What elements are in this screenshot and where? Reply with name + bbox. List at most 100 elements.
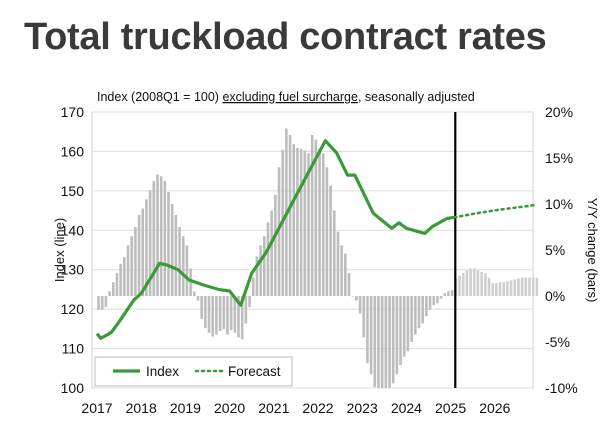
yoy-bar	[145, 199, 148, 296]
yoy-bar	[332, 210, 336, 296]
yoy-bar	[421, 296, 424, 324]
yoy-bar	[229, 296, 233, 331]
yoy-bar	[196, 296, 200, 301]
yoy-bar	[303, 150, 307, 296]
yoy-bar	[395, 296, 399, 375]
yoy-bar	[296, 147, 299, 296]
yoy-bar	[469, 268, 472, 296]
right-tick-label: 20%	[545, 104, 573, 120]
yoy-bar	[299, 148, 303, 296]
yoy-bar	[340, 245, 343, 296]
chart-subtitle: Index (2008Q1 = 100) excluding fuel surc…	[97, 90, 475, 104]
yoy-bar	[207, 296, 211, 333]
legend-index-label: Index	[146, 364, 179, 379]
yoy-bar	[414, 296, 417, 335]
yoy-bar	[262, 236, 266, 296]
x-tick-label: 2024	[391, 400, 422, 416]
yoy-bar	[255, 256, 259, 296]
right-tick-label: -10%	[545, 380, 578, 396]
yoy-bar	[170, 204, 174, 296]
right-tick-label: 15%	[545, 150, 573, 166]
yoy-bar	[439, 296, 443, 299]
yoy-bar	[528, 277, 531, 296]
yoy-bar	[366, 296, 369, 364]
yoy-bar	[344, 253, 347, 296]
yoy-bar	[487, 277, 491, 296]
legend: Index Forecast	[94, 356, 293, 387]
yoy-bar	[211, 296, 215, 337]
yoy-bar	[277, 167, 281, 296]
yoy-bar	[318, 148, 321, 296]
yoy-bar	[509, 280, 513, 296]
yoy-bar	[432, 296, 436, 306]
yoy-bar	[373, 296, 377, 388]
left-axis-label: Index (line)	[52, 218, 67, 282]
yoy-bar	[314, 139, 318, 296]
yoy-bar	[388, 296, 391, 388]
yoy-bar	[513, 279, 517, 296]
yoy-bar	[156, 174, 159, 296]
yoy-bar	[458, 275, 461, 296]
x-tick-label: 2023	[347, 400, 378, 416]
yoy-bar	[178, 227, 181, 296]
yoy-bar	[436, 296, 439, 304]
yoy-bar	[355, 296, 358, 301]
yoy-bar	[358, 296, 362, 314]
chart-title: Total truckload contract rates	[24, 16, 547, 58]
yoy-bar	[134, 227, 137, 296]
yoy-bar	[266, 222, 270, 296]
yoy-bar	[399, 296, 402, 365]
yoy-bar	[141, 208, 145, 296]
yoy-bar	[351, 296, 354, 297]
forecast-line	[453, 203, 537, 219]
yoy-bar	[476, 270, 480, 296]
yoy-bar	[310, 135, 314, 296]
left-tick-label: 110	[62, 341, 85, 357]
yoy-bar	[104, 296, 108, 308]
yoy-bar	[163, 181, 167, 296]
yoy-bar	[108, 291, 111, 296]
left-tick-label: 170	[61, 104, 85, 120]
yoy-bar	[97, 296, 100, 310]
left-tick-label: 150	[61, 183, 85, 199]
yoy-bar	[535, 277, 539, 296]
yoy-bar	[369, 296, 373, 375]
x-axis-ticks: 2017 2018 2019 2020 2021 2022 2023 2024 2025 2026	[81, 400, 510, 416]
yoy-bar	[402, 296, 406, 357]
yoy-bar	[506, 281, 509, 296]
left-tick-label: 140	[61, 222, 85, 238]
yoy-bar	[292, 144, 296, 296]
yoy-bar	[152, 181, 156, 296]
yoy-bar	[443, 293, 447, 296]
right-tick-label: 0%	[545, 288, 565, 304]
yoy-bar	[380, 296, 384, 388]
yoy-bar	[524, 277, 528, 296]
yoy-bar	[461, 273, 465, 296]
yoy-bar	[450, 290, 454, 296]
yoy-bar	[428, 296, 432, 310]
yoy-bar	[193, 291, 196, 296]
yoy-bar	[226, 296, 229, 335]
yoy-bar	[115, 273, 119, 296]
index-line	[95, 139, 455, 340]
left-tick-label: 160	[61, 143, 85, 159]
yoy-bar	[520, 277, 524, 296]
yoy-bar	[259, 245, 262, 296]
yoy-bar	[270, 210, 273, 296]
yoy-bar	[251, 277, 255, 296]
left-tick-label: 120	[61, 301, 85, 317]
yoy-bar	[498, 282, 502, 296]
x-tick-label: 2021	[258, 400, 289, 416]
yoy-bar	[417, 296, 421, 329]
yoy-bar	[185, 245, 189, 296]
yoy-bar	[321, 153, 325, 296]
yoy-bar	[483, 273, 487, 296]
yoy-bar	[119, 263, 122, 296]
yoy-bar	[377, 296, 380, 388]
left-tick-label: 130	[61, 262, 85, 278]
yoy-bar	[517, 278, 520, 296]
yoy-bar	[240, 296, 244, 340]
yoy-bar	[384, 296, 388, 388]
x-tick-label: 2019	[170, 400, 201, 416]
yoy-bar	[325, 167, 329, 296]
